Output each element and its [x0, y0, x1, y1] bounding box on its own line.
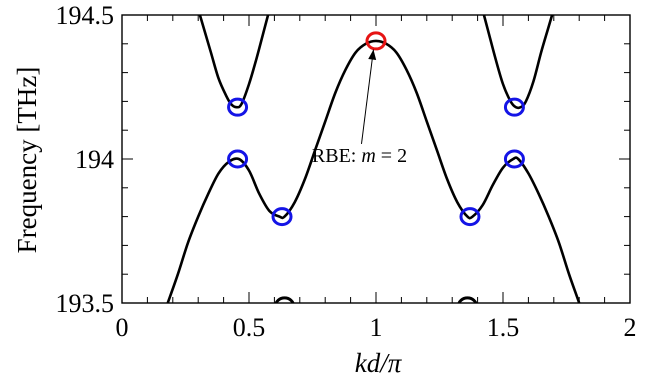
annotation-variable: m	[361, 145, 375, 167]
annotation-arrow	[360, 49, 374, 144]
x-tick-label: 0.5	[233, 313, 266, 342]
series-line-2	[198, 15, 270, 109]
y-axis-label: Frequency [THz]	[12, 67, 42, 254]
annotation-prefix: RBE:	[312, 145, 361, 167]
x-tick-label: 1.5	[487, 313, 520, 342]
series-line-1	[166, 39, 581, 303]
rbe-annotation: RBE: m = 2	[312, 49, 407, 167]
x-tick-labels: 0 0.5 1 1.5 2	[116, 313, 637, 342]
point-marker	[227, 149, 249, 169]
y-tick-labels: 193.5 194 194.5	[56, 1, 115, 318]
point-marker	[365, 31, 387, 51]
ticks	[121, 14, 631, 304]
point-marker	[274, 296, 295, 303]
point-marker	[459, 207, 481, 227]
markers	[227, 31, 525, 303]
y-tick-label: 194.5	[56, 1, 115, 30]
annotation-arrow-head	[368, 49, 377, 60]
point-marker	[503, 149, 525, 169]
y-tick-label: 193.5	[56, 289, 115, 318]
x-tick-label: 2	[624, 313, 637, 342]
point-marker	[227, 97, 249, 117]
point-marker	[503, 97, 525, 117]
plot-frame	[121, 14, 631, 304]
x-tick-label: 0	[116, 313, 129, 342]
point-marker	[271, 207, 293, 227]
series-line-3	[482, 15, 554, 110]
y-tick-label: 194	[75, 145, 114, 174]
annotation-suffix: = 2	[376, 145, 407, 167]
annotation-text: RBE: m = 2	[312, 145, 407, 167]
x-tick-label: 1	[370, 313, 383, 342]
marker-group	[227, 31, 525, 303]
point-marker	[457, 296, 478, 303]
curves	[166, 15, 581, 303]
x-axis-label: kd/π	[355, 348, 403, 378]
